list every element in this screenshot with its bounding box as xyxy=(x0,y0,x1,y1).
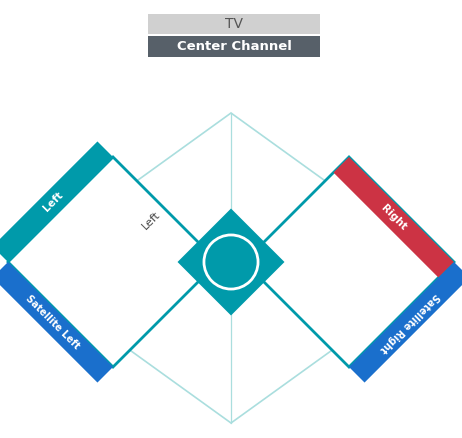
Text: Satellite Left: Satellite Left xyxy=(24,293,82,351)
Polygon shape xyxy=(244,157,454,367)
Polygon shape xyxy=(349,262,462,382)
Polygon shape xyxy=(8,157,218,367)
Polygon shape xyxy=(179,210,283,314)
Text: TV: TV xyxy=(225,17,243,31)
Text: Left: Left xyxy=(140,209,162,231)
Polygon shape xyxy=(334,157,454,278)
Text: Left: Left xyxy=(41,190,65,213)
Text: Center Channel: Center Channel xyxy=(176,40,292,53)
Polygon shape xyxy=(0,141,113,262)
FancyBboxPatch shape xyxy=(148,36,320,57)
Polygon shape xyxy=(0,262,113,382)
FancyBboxPatch shape xyxy=(148,14,320,34)
Text: Satellite Right: Satellite Right xyxy=(377,290,441,354)
Text: Right: Right xyxy=(379,203,408,232)
